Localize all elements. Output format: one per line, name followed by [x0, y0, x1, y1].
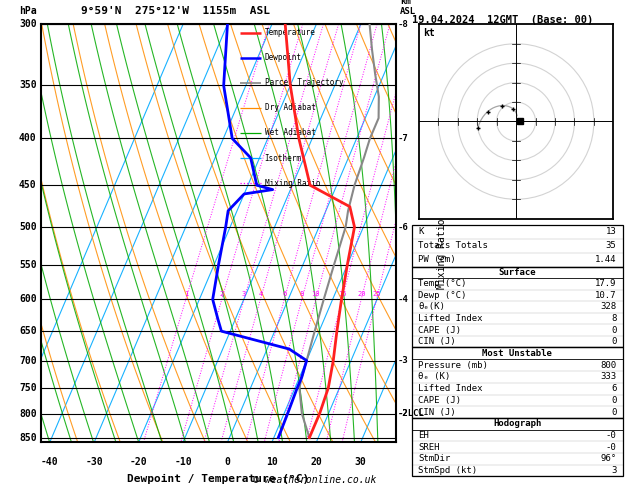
Bar	[412, 418, 623, 476]
Text: StmDir: StmDir	[418, 454, 450, 463]
Text: Pressure (mb): Pressure (mb)	[418, 361, 488, 369]
Text: Lifted Index: Lifted Index	[418, 314, 483, 323]
Text: CIN (J): CIN (J)	[418, 337, 456, 346]
Text: Dry Adiabat: Dry Adiabat	[265, 104, 316, 112]
Text: hPa: hPa	[19, 6, 37, 16]
Text: SREH: SREH	[418, 443, 440, 451]
Text: 10.7: 10.7	[595, 291, 616, 300]
Text: 9°59'N  275°12'W  1155m  ASL: 9°59'N 275°12'W 1155m ASL	[81, 6, 270, 16]
Text: -0: -0	[606, 443, 616, 451]
Text: Mixing Ratio: Mixing Ratio	[265, 179, 320, 188]
Text: 800: 800	[600, 361, 616, 369]
Text: -10: -10	[174, 457, 192, 467]
Text: Dewp (°C): Dewp (°C)	[418, 291, 467, 300]
Text: © weatheronline.co.uk: © weatheronline.co.uk	[253, 474, 376, 485]
Text: -7: -7	[398, 134, 409, 143]
Text: 333: 333	[600, 372, 616, 382]
Text: 2: 2	[220, 291, 224, 297]
Text: 650: 650	[19, 326, 36, 336]
Text: Dewpoint: Dewpoint	[265, 53, 302, 62]
Text: -4: -4	[398, 295, 409, 304]
Text: 20: 20	[357, 291, 365, 297]
Text: 400: 400	[19, 134, 36, 143]
Bar	[412, 225, 623, 266]
Text: 800: 800	[19, 409, 36, 418]
Text: -3: -3	[398, 356, 409, 365]
Text: StmSpd (kt): StmSpd (kt)	[418, 466, 477, 475]
Text: 19.04.2024  12GMT  (Base: 00): 19.04.2024 12GMT (Base: 00)	[412, 15, 593, 25]
Text: CAPE (J): CAPE (J)	[418, 396, 461, 405]
Text: 20: 20	[311, 457, 322, 467]
Text: Isotherm: Isotherm	[265, 154, 302, 162]
Text: 0: 0	[611, 337, 616, 346]
Text: 700: 700	[19, 356, 36, 365]
Text: Temp (°C): Temp (°C)	[418, 279, 467, 288]
Bar	[412, 266, 623, 347]
Text: 15: 15	[338, 291, 347, 297]
Text: 6: 6	[611, 384, 616, 393]
Text: -6: -6	[398, 223, 409, 231]
Text: 6: 6	[282, 291, 286, 297]
Text: K: K	[418, 227, 424, 236]
Text: -20: -20	[130, 457, 147, 467]
Text: CAPE (J): CAPE (J)	[418, 326, 461, 334]
Text: 13: 13	[606, 227, 616, 236]
Text: kt: kt	[423, 28, 435, 38]
Text: 0: 0	[225, 457, 230, 467]
Text: 0: 0	[611, 408, 616, 417]
Text: 35: 35	[606, 241, 616, 250]
Text: 350: 350	[19, 81, 36, 90]
Bar	[412, 347, 623, 418]
Text: 450: 450	[19, 180, 36, 190]
Text: Mixing Ratio (g/kg): Mixing Ratio (g/kg)	[438, 177, 447, 289]
Text: θₑ (K): θₑ (K)	[418, 372, 450, 382]
Text: 0: 0	[611, 396, 616, 405]
Text: 850: 850	[19, 433, 36, 443]
Text: 1.44: 1.44	[595, 255, 616, 264]
Text: -30: -30	[86, 457, 103, 467]
Text: 300: 300	[19, 19, 36, 29]
Text: -0: -0	[606, 431, 616, 440]
Text: Totals Totals: Totals Totals	[418, 241, 488, 250]
Text: CIN (J): CIN (J)	[418, 408, 456, 417]
Text: 17.9: 17.9	[595, 279, 616, 288]
Text: EH: EH	[418, 431, 429, 440]
Text: 4: 4	[259, 291, 262, 297]
Text: Wet Adiabat: Wet Adiabat	[265, 128, 316, 138]
Text: Most Unstable: Most Unstable	[482, 349, 552, 358]
Text: km
ASL: km ASL	[400, 0, 416, 16]
Text: 10: 10	[266, 457, 278, 467]
Text: θₑ(K): θₑ(K)	[418, 302, 445, 312]
Text: Lifted Index: Lifted Index	[418, 384, 483, 393]
Text: 328: 328	[600, 302, 616, 312]
Text: 30: 30	[355, 457, 367, 467]
Text: Surface: Surface	[499, 268, 536, 277]
Text: 500: 500	[19, 222, 36, 232]
Text: -2: -2	[398, 409, 409, 418]
Text: 3: 3	[611, 466, 616, 475]
Text: Hodograph: Hodograph	[493, 419, 542, 429]
Text: Parcel Trajectory: Parcel Trajectory	[265, 78, 343, 87]
Text: 3: 3	[242, 291, 246, 297]
Text: 96°: 96°	[600, 454, 616, 463]
Text: Dewpoint / Temperature (°C): Dewpoint / Temperature (°C)	[128, 473, 309, 484]
Text: 25: 25	[372, 291, 381, 297]
Text: 600: 600	[19, 295, 36, 304]
Text: -8: -8	[398, 20, 409, 29]
Text: -40: -40	[41, 457, 58, 467]
Text: 550: 550	[19, 260, 36, 270]
Text: 8: 8	[611, 314, 616, 323]
Text: 0: 0	[611, 326, 616, 334]
Text: PW (cm): PW (cm)	[418, 255, 456, 264]
Text: 750: 750	[19, 383, 36, 393]
Text: 1: 1	[184, 291, 188, 297]
Text: -2LCL: -2LCL	[398, 409, 425, 418]
Text: 10: 10	[311, 291, 320, 297]
Text: 8: 8	[300, 291, 304, 297]
Text: Temperature: Temperature	[265, 28, 316, 37]
